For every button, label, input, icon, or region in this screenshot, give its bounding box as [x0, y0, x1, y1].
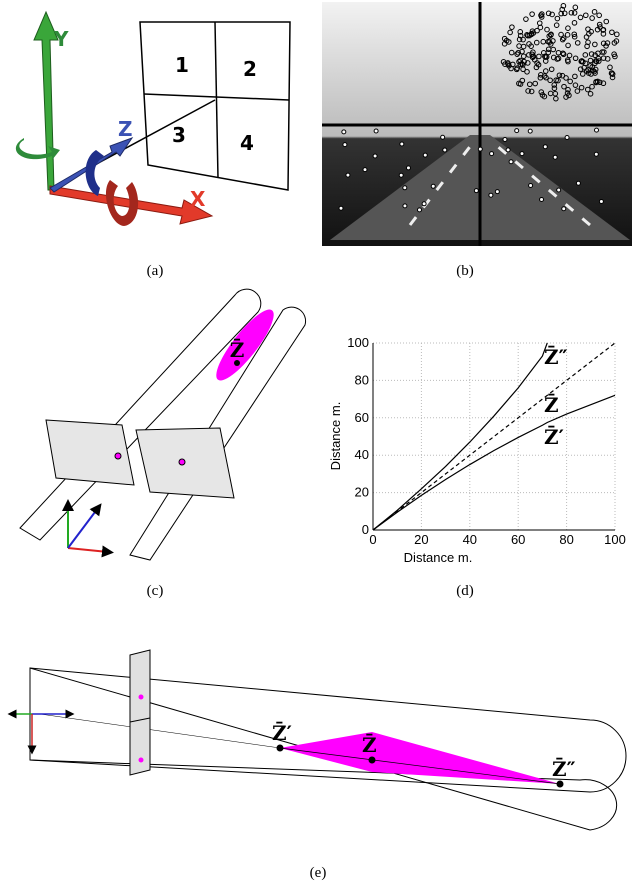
x-tick-label: 20 — [414, 532, 428, 547]
x-tick-label: 0 — [369, 532, 376, 547]
feature-point — [509, 160, 513, 164]
projection — [139, 758, 144, 763]
uncertainty-cone — [30, 668, 626, 792]
caption: (e) — [310, 865, 327, 881]
axis-label: Y — [53, 27, 69, 51]
feature-point — [346, 173, 350, 177]
series-label: Z̄′ — [544, 424, 564, 449]
x-axis-label: Distance m. — [404, 550, 473, 565]
y-rotation — [16, 138, 60, 160]
caption: (a) — [147, 263, 164, 279]
feature-point — [363, 168, 367, 172]
cell-label: 4 — [240, 131, 254, 155]
x-tick-label: 80 — [559, 532, 573, 547]
x-tick-label: 40 — [463, 532, 477, 547]
feature-point — [562, 207, 566, 211]
y-tick-label: 0 — [362, 522, 369, 537]
feature-point — [343, 143, 347, 147]
panel-b: (b) — [322, 2, 632, 279]
feature-point — [423, 153, 427, 157]
feature-point — [418, 208, 422, 212]
panel-e: Z̄′ Z̄ Z̄″ (e) — [12, 650, 626, 881]
cell-label: 1 — [175, 53, 189, 77]
figure: 1 2 3 4 Y Z X (a) (b) Z̄ — [0, 0, 637, 890]
feature-point — [339, 206, 343, 210]
y-tick-label: 40 — [355, 447, 369, 462]
feature-point — [565, 136, 569, 140]
feature-point — [506, 148, 510, 152]
image-plane — [46, 420, 134, 485]
panel-c: Z̄ (c) — [20, 289, 306, 599]
feature-point — [520, 152, 524, 156]
series-label: Z̄″ — [544, 344, 568, 369]
feature-point — [406, 166, 410, 170]
point-label: Z̄′ — [272, 720, 292, 745]
point — [277, 745, 284, 752]
series-label: Z̄ — [544, 392, 559, 417]
y-axis-label: Distance m. — [328, 402, 343, 471]
y-tick-label: 60 — [355, 410, 369, 425]
feature-point — [489, 193, 493, 197]
feature-point — [529, 183, 533, 187]
feature-point — [400, 142, 404, 146]
feature-point — [431, 184, 435, 188]
feature-point — [594, 128, 598, 132]
point-label: Z̄″ — [552, 756, 576, 781]
projection — [115, 453, 121, 459]
y-tick-label: 20 — [355, 485, 369, 500]
axis — [68, 548, 108, 552]
image-plane — [130, 718, 150, 775]
caption: (c) — [147, 583, 164, 599]
caption: (d) — [456, 583, 474, 599]
feature-point — [553, 155, 557, 159]
z-rotation — [86, 150, 104, 196]
feature-point — [373, 154, 377, 158]
y-tick-label: 100 — [347, 335, 369, 350]
feature-point — [528, 129, 532, 133]
feature-point — [490, 152, 494, 156]
x-tick-label: 100 — [604, 532, 626, 547]
feature-point — [403, 204, 407, 208]
projection — [179, 459, 185, 465]
feature-point — [503, 138, 507, 142]
feature-point — [594, 152, 598, 156]
y-tick-label: 80 — [355, 372, 369, 387]
feature-point — [515, 129, 519, 133]
feature-point — [557, 188, 561, 192]
axis — [68, 508, 98, 548]
point-label: Z̄ — [362, 732, 377, 757]
feature-point — [474, 189, 478, 193]
x-tick-label: 60 — [511, 532, 525, 547]
feature-point — [399, 173, 403, 177]
cell-label: 2 — [243, 57, 257, 81]
projection — [139, 695, 144, 700]
panel-a: 1 2 3 4 Y Z X (a) — [16, 12, 290, 279]
point — [369, 757, 376, 764]
feature-point — [495, 190, 499, 194]
axis-label: Z — [118, 117, 133, 141]
feature-point — [443, 148, 447, 152]
axis-label: X — [190, 187, 206, 211]
point-label: Z̄ — [230, 337, 245, 362]
cell-label: 3 — [172, 123, 186, 147]
feature-point — [374, 129, 378, 133]
feature-point — [599, 199, 603, 203]
point — [557, 781, 564, 788]
feature-point — [543, 145, 547, 149]
panel-d: Distance m. Distance m. (d) 0 20 40 60 80 100… — [328, 335, 626, 599]
feature-point — [478, 147, 482, 151]
feature-point — [576, 181, 580, 185]
feature-point — [540, 198, 544, 202]
feature-point — [422, 202, 426, 206]
caption: (b) — [456, 263, 474, 279]
feature-point — [441, 135, 445, 139]
feature-point — [403, 186, 407, 190]
feature-point — [342, 130, 346, 134]
